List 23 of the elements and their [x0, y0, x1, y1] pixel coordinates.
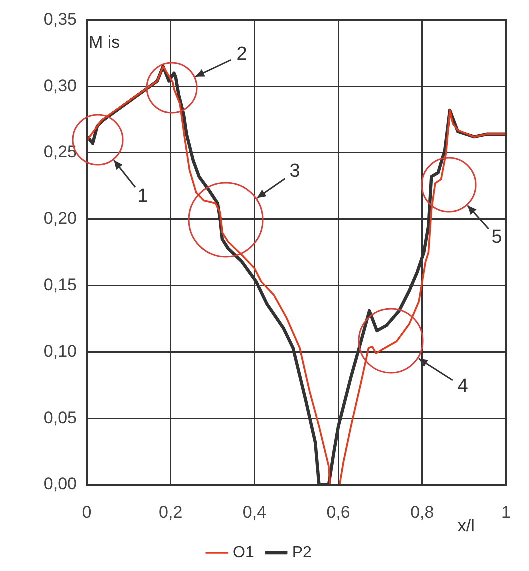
y-tick-label: 0,10: [44, 342, 77, 361]
x-tick-label: 0,6: [326, 502, 350, 522]
y-axis-title: M is: [89, 32, 120, 52]
annotation: 3: [290, 161, 300, 182]
x-tick-label: 0: [82, 502, 92, 522]
y-tick-label: 0,15: [44, 275, 77, 294]
annotation: 4: [458, 376, 469, 398]
y-tick-label: 0,35: [44, 10, 77, 29]
y-tick-label: 0,20: [44, 209, 77, 228]
x-tick-label: 0,8: [410, 502, 434, 522]
x-tick-label: 0,4: [242, 502, 267, 522]
annotation: 5: [492, 227, 502, 248]
x-tick-label: 0,2: [159, 502, 183, 522]
annotation: 2: [236, 44, 248, 66]
x-axis-title: x/l: [458, 516, 475, 536]
y-tick-label: 0,30: [44, 76, 77, 96]
y-tick-label: 0,25: [44, 142, 77, 162]
y-tick-label: 0,05: [44, 408, 77, 428]
legend-label: O1: [233, 544, 254, 562]
annotation: 1: [138, 186, 148, 208]
y-tick-label: 0,00: [44, 474, 77, 494]
legend-label: P2: [292, 544, 312, 562]
x-tick-label: 1: [502, 502, 512, 522]
